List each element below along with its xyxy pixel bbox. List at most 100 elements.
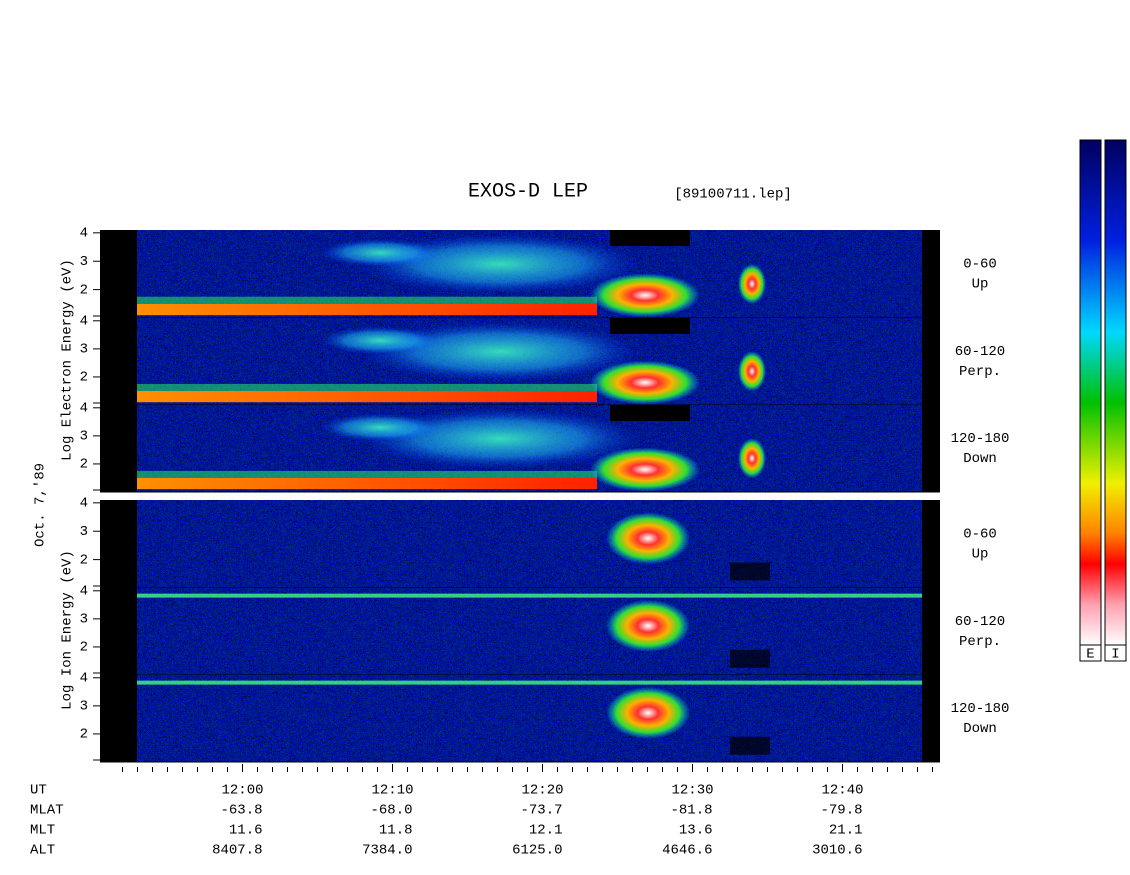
- y-tick-label: 4: [80, 584, 88, 600]
- black-strip: [922, 588, 940, 675]
- black-strip: [100, 500, 137, 588]
- date-label: Oct. 7,'89: [33, 463, 49, 547]
- spectrogram-panel: [100, 405, 940, 493]
- y-tick-label: 4: [80, 496, 88, 512]
- colorbar-e: [1079, 139, 1102, 646]
- ephemeris-value: 12.1: [529, 823, 563, 839]
- y-tick-label: 3: [80, 429, 88, 445]
- spectrogram-panel: [100, 588, 940, 676]
- angle-label: 60-120: [955, 344, 1005, 360]
- black-strip: [100, 588, 137, 675]
- y-tick-label: 4: [80, 314, 88, 330]
- burst: [738, 351, 766, 392]
- y-tick-label: 3: [80, 254, 88, 270]
- y-tick-label: 2: [80, 282, 88, 298]
- group-label: Log Electron Energy (eV): [60, 259, 76, 461]
- ephemeris-value: 8407.8: [212, 843, 262, 859]
- ephemeris-value: -79.8: [820, 803, 862, 819]
- ephemeris-value: -81.8: [670, 803, 712, 819]
- energy-line-glow: [137, 296, 597, 304]
- black-strip: [100, 405, 137, 492]
- ephemeris-label: UT: [30, 783, 47, 799]
- top-band: [137, 593, 922, 598]
- direction-label: Up: [972, 277, 989, 293]
- colorbar-label-box: [1104, 644, 1127, 662]
- burst: [606, 599, 690, 652]
- panel-features: [606, 512, 770, 581]
- x-tick-label: 12:40: [821, 783, 863, 799]
- y-tick-label: 4: [80, 671, 88, 687]
- direction-label: Up: [972, 547, 989, 563]
- void: [730, 649, 770, 668]
- black-strip: [922, 230, 940, 318]
- x-tick-label: 12:20: [521, 783, 563, 799]
- energy-line: [137, 390, 597, 403]
- ephemeris-value: 11.6: [229, 823, 263, 839]
- panel-features: [137, 405, 766, 492]
- ephemeris-value: 3010.6: [812, 843, 862, 859]
- burst: [590, 447, 700, 492]
- black-strip: [100, 675, 137, 762]
- ephemeris-value: 21.1: [829, 823, 863, 839]
- angle-label: 120-180: [951, 431, 1010, 447]
- haze: [320, 413, 440, 442]
- void: [610, 230, 690, 246]
- colorbar: E I: [1079, 139, 1127, 663]
- ephemeris-value: 11.8: [379, 823, 413, 839]
- ephemeris-value: 6125.0: [512, 843, 562, 859]
- burst: [590, 360, 700, 405]
- direction-label: Perp.: [959, 634, 1001, 650]
- ephemeris-value: 4646.6: [662, 843, 712, 859]
- y-tick-label: 3: [80, 342, 88, 358]
- void: [730, 562, 770, 581]
- x-tick-label: 12:00: [221, 783, 263, 799]
- panel-features: [137, 318, 766, 405]
- colorbar-label-box: [1079, 644, 1102, 662]
- burst: [738, 438, 766, 479]
- y-tick-label: 4: [80, 401, 88, 417]
- top-band: [137, 680, 922, 685]
- panel-speckle: [137, 588, 922, 675]
- burst: [606, 512, 690, 565]
- burst: [590, 273, 700, 318]
- ephemeris-value: -63.8: [220, 803, 262, 819]
- spectrogram-panel: [100, 318, 940, 406]
- energy-line: [137, 303, 597, 316]
- ephemeris-value: 13.6: [679, 823, 713, 839]
- x-tick-label: 12:10: [371, 783, 413, 799]
- black-strip: [922, 675, 940, 762]
- group-label: Log Ion Energy (eV): [60, 550, 76, 710]
- black-strip: [922, 405, 940, 492]
- panel-features: [137, 230, 766, 318]
- x-tick-label: 12:30: [671, 783, 713, 799]
- haze: [320, 326, 440, 355]
- burst: [606, 686, 690, 739]
- black-strip: [100, 230, 137, 318]
- angle-label: 120-180: [951, 701, 1010, 717]
- panel-speckle: [137, 675, 922, 762]
- burst: [738, 263, 766, 304]
- ephemeris-label: MLT: [30, 823, 55, 839]
- ephemeris-value: -68.0: [370, 803, 412, 819]
- y-tick-label: 2: [80, 640, 88, 656]
- angle-label: 0-60: [963, 257, 997, 273]
- void: [730, 736, 770, 755]
- black-strip: [922, 500, 940, 588]
- file-label: [89100711.lep]: [674, 187, 792, 203]
- panel-speckle: [137, 500, 922, 588]
- y-tick-label: 2: [80, 727, 88, 743]
- black-strip: [922, 318, 940, 405]
- void: [610, 318, 690, 334]
- angle-label: 0-60: [963, 527, 997, 543]
- y-tick-label: 4: [80, 226, 88, 242]
- y-tick-label: 2: [80, 370, 88, 386]
- void: [610, 405, 690, 421]
- chart-title: EXOS-D LEP: [468, 180, 588, 203]
- y-tick-label: 3: [80, 612, 88, 628]
- y-tick-label: 2: [80, 457, 88, 473]
- spectrogram-panel: [100, 500, 940, 589]
- y-tick-label: 3: [80, 699, 88, 715]
- colorbar-label: E: [1086, 647, 1094, 663]
- y-tick-label: 3: [80, 524, 88, 540]
